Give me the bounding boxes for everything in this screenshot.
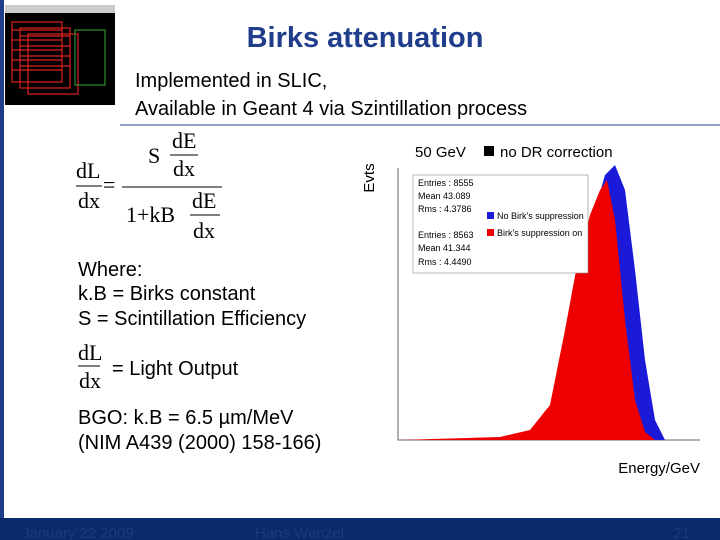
footer-date: January 22 2009: [22, 525, 134, 540]
legend-swatch: [487, 229, 494, 236]
thumbnail: [5, 5, 115, 105]
formula-text: S: [148, 143, 160, 168]
caption-marker: [484, 146, 494, 156]
legend-text: Birk's suppression on: [497, 228, 582, 238]
body-text: BGO: k.B = 6.5 µm/MeV: [78, 407, 294, 429]
stats-box: [412, 174, 589, 274]
formula-text: dE: [192, 188, 216, 213]
title: Birks attenuation: [247, 22, 484, 54]
formula-text: dx: [78, 188, 100, 213]
y-axis-label: Evts: [361, 163, 378, 192]
caption: no DR correction: [500, 144, 613, 161]
formula-text: dx: [79, 368, 101, 393]
footer-page: 21: [673, 525, 690, 540]
stats-text: Rms : 4.3786: [418, 204, 472, 214]
subtitle: Available in Geant 4 via Szintillation p…: [135, 98, 527, 120]
formula-text: =: [103, 172, 115, 197]
legend-swatch: [487, 212, 494, 219]
stats-text: Entries : 8555: [418, 178, 474, 188]
formula-text: dx: [173, 156, 195, 181]
footer-author: Hans Wenzel: [255, 525, 344, 540]
formula-text: dx: [193, 218, 215, 243]
formula-text: dL: [76, 158, 100, 183]
formula-text: 1+kB: [126, 202, 175, 227]
formula-text: dE: [172, 128, 196, 153]
caption: 50 GeV: [415, 144, 466, 161]
legend-text: No Birk's suppression: [497, 211, 584, 221]
formula: dL dx = S dE dx 1+kB dE dx: [76, 128, 222, 243]
histogram: Evts 50 GeV no DR correction Entries : 8…: [361, 135, 705, 477]
body-text: k.B = Birks constant: [78, 283, 256, 305]
body-text: Where:: [78, 259, 142, 281]
subtitle: Implemented in SLIC,: [135, 70, 327, 92]
x-axis-label: Energy/GeV: [618, 460, 700, 477]
formula-text: dL: [78, 340, 102, 365]
body-text: (NIM A439 (2000) 158-166): [78, 432, 321, 454]
body-text: S = Scintillation Efficiency: [78, 308, 306, 330]
footer-bar: [0, 518, 720, 540]
stats-text: Mean 43.089: [418, 191, 471, 201]
stats-text: Rms : 4.4490: [418, 257, 472, 267]
left-band: [0, 0, 4, 518]
red-histogram: [400, 180, 655, 440]
stats-text: Mean 41.344: [418, 243, 471, 253]
stats-text: Entries : 8563: [418, 230, 474, 240]
body-text: = Light Output: [112, 358, 239, 380]
